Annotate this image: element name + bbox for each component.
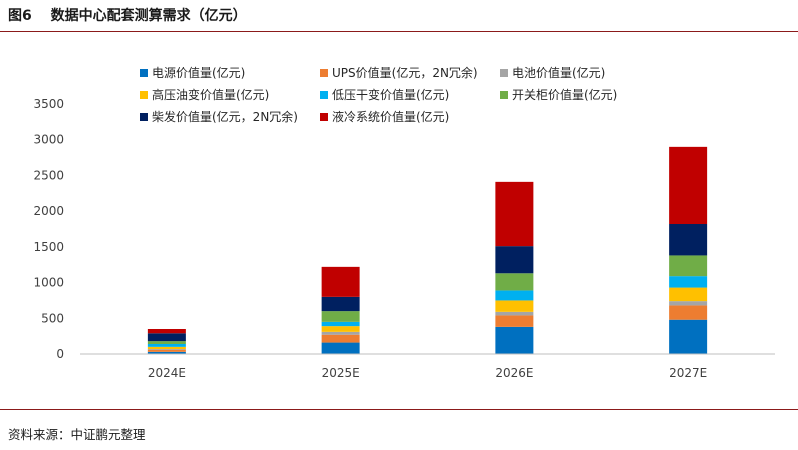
chart-legend: 电源价值量(亿元) UPS价值量(亿元，2N冗余) 电池价值量(亿元) 高压油变价值量… <box>140 65 617 124</box>
x-axis: 2024E 2025E 2026E 2027E <box>148 366 707 380</box>
bar-segment <box>669 224 708 256</box>
bar-segment <box>669 287 708 302</box>
bar-segment <box>321 334 360 343</box>
bar-segment <box>495 181 534 247</box>
figure-number: 图6 <box>8 8 32 24</box>
legend-swatch <box>320 69 328 77</box>
y-tick-label: 3000 <box>33 133 64 147</box>
legend-swatch <box>500 69 508 77</box>
bar-segment <box>147 349 186 352</box>
legend-label: 电池价值量(亿元) <box>512 65 605 80</box>
bar-segment <box>147 341 186 344</box>
bar-segment <box>147 329 186 334</box>
bar-segment <box>321 266 360 297</box>
bar-segment <box>321 311 360 322</box>
bar-segment <box>321 342 360 354</box>
legend-swatch <box>140 113 148 121</box>
legend-label: 电源价值量(亿元) <box>152 65 245 80</box>
figure-header: 图6 数据中心配套测算需求（亿元） <box>8 5 247 27</box>
y-tick-label: 2000 <box>33 204 64 218</box>
legend-label: 低压干变价值量(亿元) <box>332 87 449 102</box>
bar-segment <box>495 273 534 291</box>
bar-segment <box>321 331 360 335</box>
y-tick-label: 3500 <box>33 97 64 111</box>
bar-segment <box>321 326 360 332</box>
bar-segment <box>669 146 708 224</box>
bar-segment <box>321 296 360 312</box>
y-axis: 0 500 1000 1500 2000 2500 3000 3500 <box>33 97 64 361</box>
legend-swatch <box>500 91 508 99</box>
bar-segment <box>669 305 708 320</box>
bar-segment <box>495 311 534 316</box>
legend-label: 液冷系统价值量(亿元) <box>332 109 449 124</box>
top-divider <box>0 31 798 32</box>
legend-swatch <box>320 113 328 121</box>
bottom-divider <box>0 409 798 410</box>
y-tick-label: 2500 <box>33 168 64 182</box>
legend-swatch <box>140 91 148 99</box>
bar-segment <box>147 346 186 349</box>
bar-segment <box>321 321 360 327</box>
bar-segment <box>495 300 534 312</box>
legend-swatch <box>320 91 328 99</box>
legend-swatch <box>140 69 148 77</box>
y-tick-label: 1000 <box>33 276 64 290</box>
bar-segment <box>669 255 708 277</box>
y-tick-label: 0 <box>56 347 64 361</box>
stacked-bar-chart: 电源价值量(亿元) UPS价值量(亿元，2N冗余) 电池价值量(亿元) 高压油变价值量… <box>33 65 775 380</box>
bar-segment <box>495 290 534 301</box>
bar-segment <box>147 351 186 354</box>
legend-label: 高压油变价值量(亿元) <box>152 87 269 102</box>
x-tick-label: 2024E <box>148 366 186 380</box>
y-tick-label: 1500 <box>33 240 64 254</box>
chart-title: 数据中心配套测算需求（亿元） <box>50 8 247 24</box>
bar-segment <box>147 344 186 347</box>
source-note: 资料来源：中证鹏元整理 <box>8 427 146 442</box>
bar-segment <box>495 326 534 354</box>
bars <box>147 146 708 354</box>
legend-label: 开关柜价值量(亿元) <box>512 87 617 102</box>
legend-label: UPS价值量(亿元，2N冗余) <box>332 65 478 80</box>
bar-segment <box>669 276 708 288</box>
x-tick-label: 2025E <box>322 366 360 380</box>
bar-segment <box>669 301 708 306</box>
x-tick-label: 2026E <box>495 366 533 380</box>
bar-segment <box>495 246 534 274</box>
bar-segment <box>147 349 186 350</box>
y-tick-label: 500 <box>41 311 64 325</box>
bar-segment <box>147 333 186 342</box>
bar-segment <box>669 319 708 354</box>
legend-label: 柴发价值量(亿元，2N冗余) <box>152 109 298 124</box>
bar-segment <box>495 315 534 327</box>
x-tick-label: 2027E <box>669 366 707 380</box>
